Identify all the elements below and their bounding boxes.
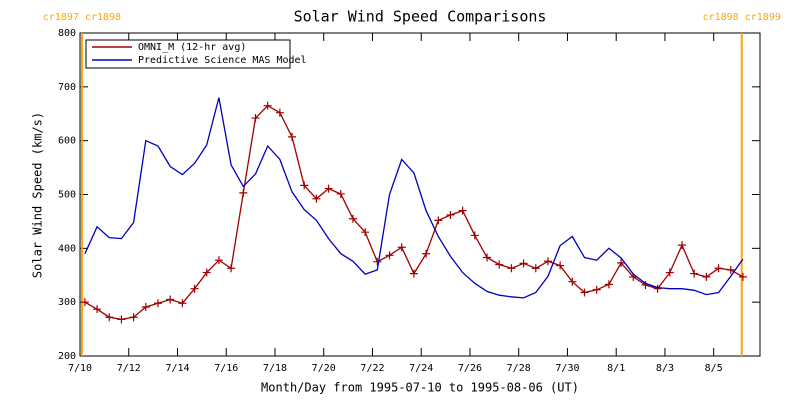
x-tick-label: 7/18 bbox=[263, 363, 287, 374]
boundary-label: cr1898 cr1899 bbox=[703, 12, 781, 23]
point-marker bbox=[397, 243, 406, 252]
point-marker bbox=[129, 313, 138, 322]
point-marker bbox=[519, 259, 528, 268]
point-marker bbox=[80, 298, 89, 307]
point-marker bbox=[141, 303, 150, 312]
x-axis-label: Month/Day from 1995-07-10 to 1995-08-06 … bbox=[261, 381, 579, 395]
y-tick-label: 800 bbox=[58, 28, 76, 39]
series-line bbox=[84, 97, 744, 299]
x-tick-label: 8/1 bbox=[607, 363, 625, 374]
y-tick-label: 600 bbox=[58, 136, 76, 147]
point-marker bbox=[166, 295, 175, 304]
x-tick-label: 7/16 bbox=[214, 363, 238, 374]
point-marker bbox=[178, 299, 187, 308]
x-tick-label: 7/26 bbox=[458, 363, 482, 374]
x-tick-label: 7/10 bbox=[68, 363, 92, 374]
point-marker bbox=[385, 251, 394, 260]
point-marker bbox=[665, 268, 674, 277]
point-marker bbox=[336, 189, 345, 198]
point-marker bbox=[251, 114, 260, 123]
point-marker bbox=[543, 257, 552, 266]
point-marker bbox=[446, 210, 455, 219]
point-marker bbox=[373, 257, 382, 266]
point-marker bbox=[458, 206, 467, 215]
x-tick-label: 7/14 bbox=[165, 363, 189, 374]
point-marker bbox=[263, 101, 272, 110]
x-tick-label: 7/12 bbox=[117, 363, 141, 374]
point-marker bbox=[531, 264, 540, 273]
point-marker bbox=[653, 284, 662, 293]
point-marker bbox=[153, 299, 162, 308]
point-marker bbox=[409, 269, 418, 278]
point-marker bbox=[422, 249, 431, 258]
point-marker bbox=[348, 214, 357, 223]
y-tick-label: 500 bbox=[58, 190, 76, 201]
point-marker bbox=[568, 277, 577, 286]
point-marker bbox=[361, 228, 370, 237]
point-marker bbox=[714, 264, 723, 273]
point-marker bbox=[617, 258, 626, 267]
x-tick-label: 7/28 bbox=[507, 363, 531, 374]
point-marker bbox=[483, 253, 492, 262]
point-marker bbox=[592, 285, 601, 294]
point-marker bbox=[105, 313, 114, 322]
point-marker bbox=[324, 184, 333, 193]
point-marker bbox=[434, 216, 443, 225]
chart-title: Solar Wind Speed Comparisons bbox=[294, 8, 547, 26]
point-marker bbox=[202, 268, 211, 277]
y-tick-label: 300 bbox=[58, 297, 76, 308]
point-marker bbox=[275, 108, 284, 117]
point-marker bbox=[214, 256, 223, 265]
point-marker bbox=[288, 132, 297, 141]
y-axis-label: Solar Wind Speed (km/s) bbox=[31, 112, 45, 278]
point-marker bbox=[495, 260, 504, 269]
x-tick-label: 8/5 bbox=[705, 363, 723, 374]
point-marker bbox=[470, 231, 479, 240]
x-tick-label: 7/30 bbox=[555, 363, 579, 374]
point-marker bbox=[726, 265, 735, 274]
point-marker bbox=[227, 264, 236, 273]
point-marker bbox=[690, 269, 699, 278]
boundary-label: cr1897 cr1898 bbox=[43, 12, 121, 23]
legend-box bbox=[85, 39, 291, 69]
y-tick-label: 200 bbox=[58, 351, 76, 362]
point-marker bbox=[93, 305, 102, 314]
point-marker bbox=[239, 188, 248, 197]
point-marker bbox=[738, 272, 747, 281]
x-tick-label: 8/3 bbox=[656, 363, 674, 374]
point-marker bbox=[678, 241, 687, 250]
point-marker bbox=[300, 181, 309, 190]
point-marker bbox=[117, 315, 126, 324]
point-marker bbox=[604, 280, 613, 289]
point-marker bbox=[312, 194, 321, 203]
y-tick-label: 400 bbox=[58, 243, 76, 254]
y-tick-label: 700 bbox=[58, 82, 76, 93]
point-marker bbox=[580, 288, 589, 297]
point-marker bbox=[556, 261, 565, 270]
legend-label: OMNI_M (12-hr avg) bbox=[138, 42, 246, 53]
point-marker bbox=[702, 272, 711, 281]
point-marker bbox=[190, 284, 199, 293]
legend-label: Predictive Science MAS Model bbox=[138, 55, 307, 66]
x-tick-label: 7/20 bbox=[312, 363, 336, 374]
x-tick-label: 7/24 bbox=[409, 363, 433, 374]
x-tick-label: 7/22 bbox=[360, 363, 384, 374]
point-marker bbox=[507, 264, 516, 273]
